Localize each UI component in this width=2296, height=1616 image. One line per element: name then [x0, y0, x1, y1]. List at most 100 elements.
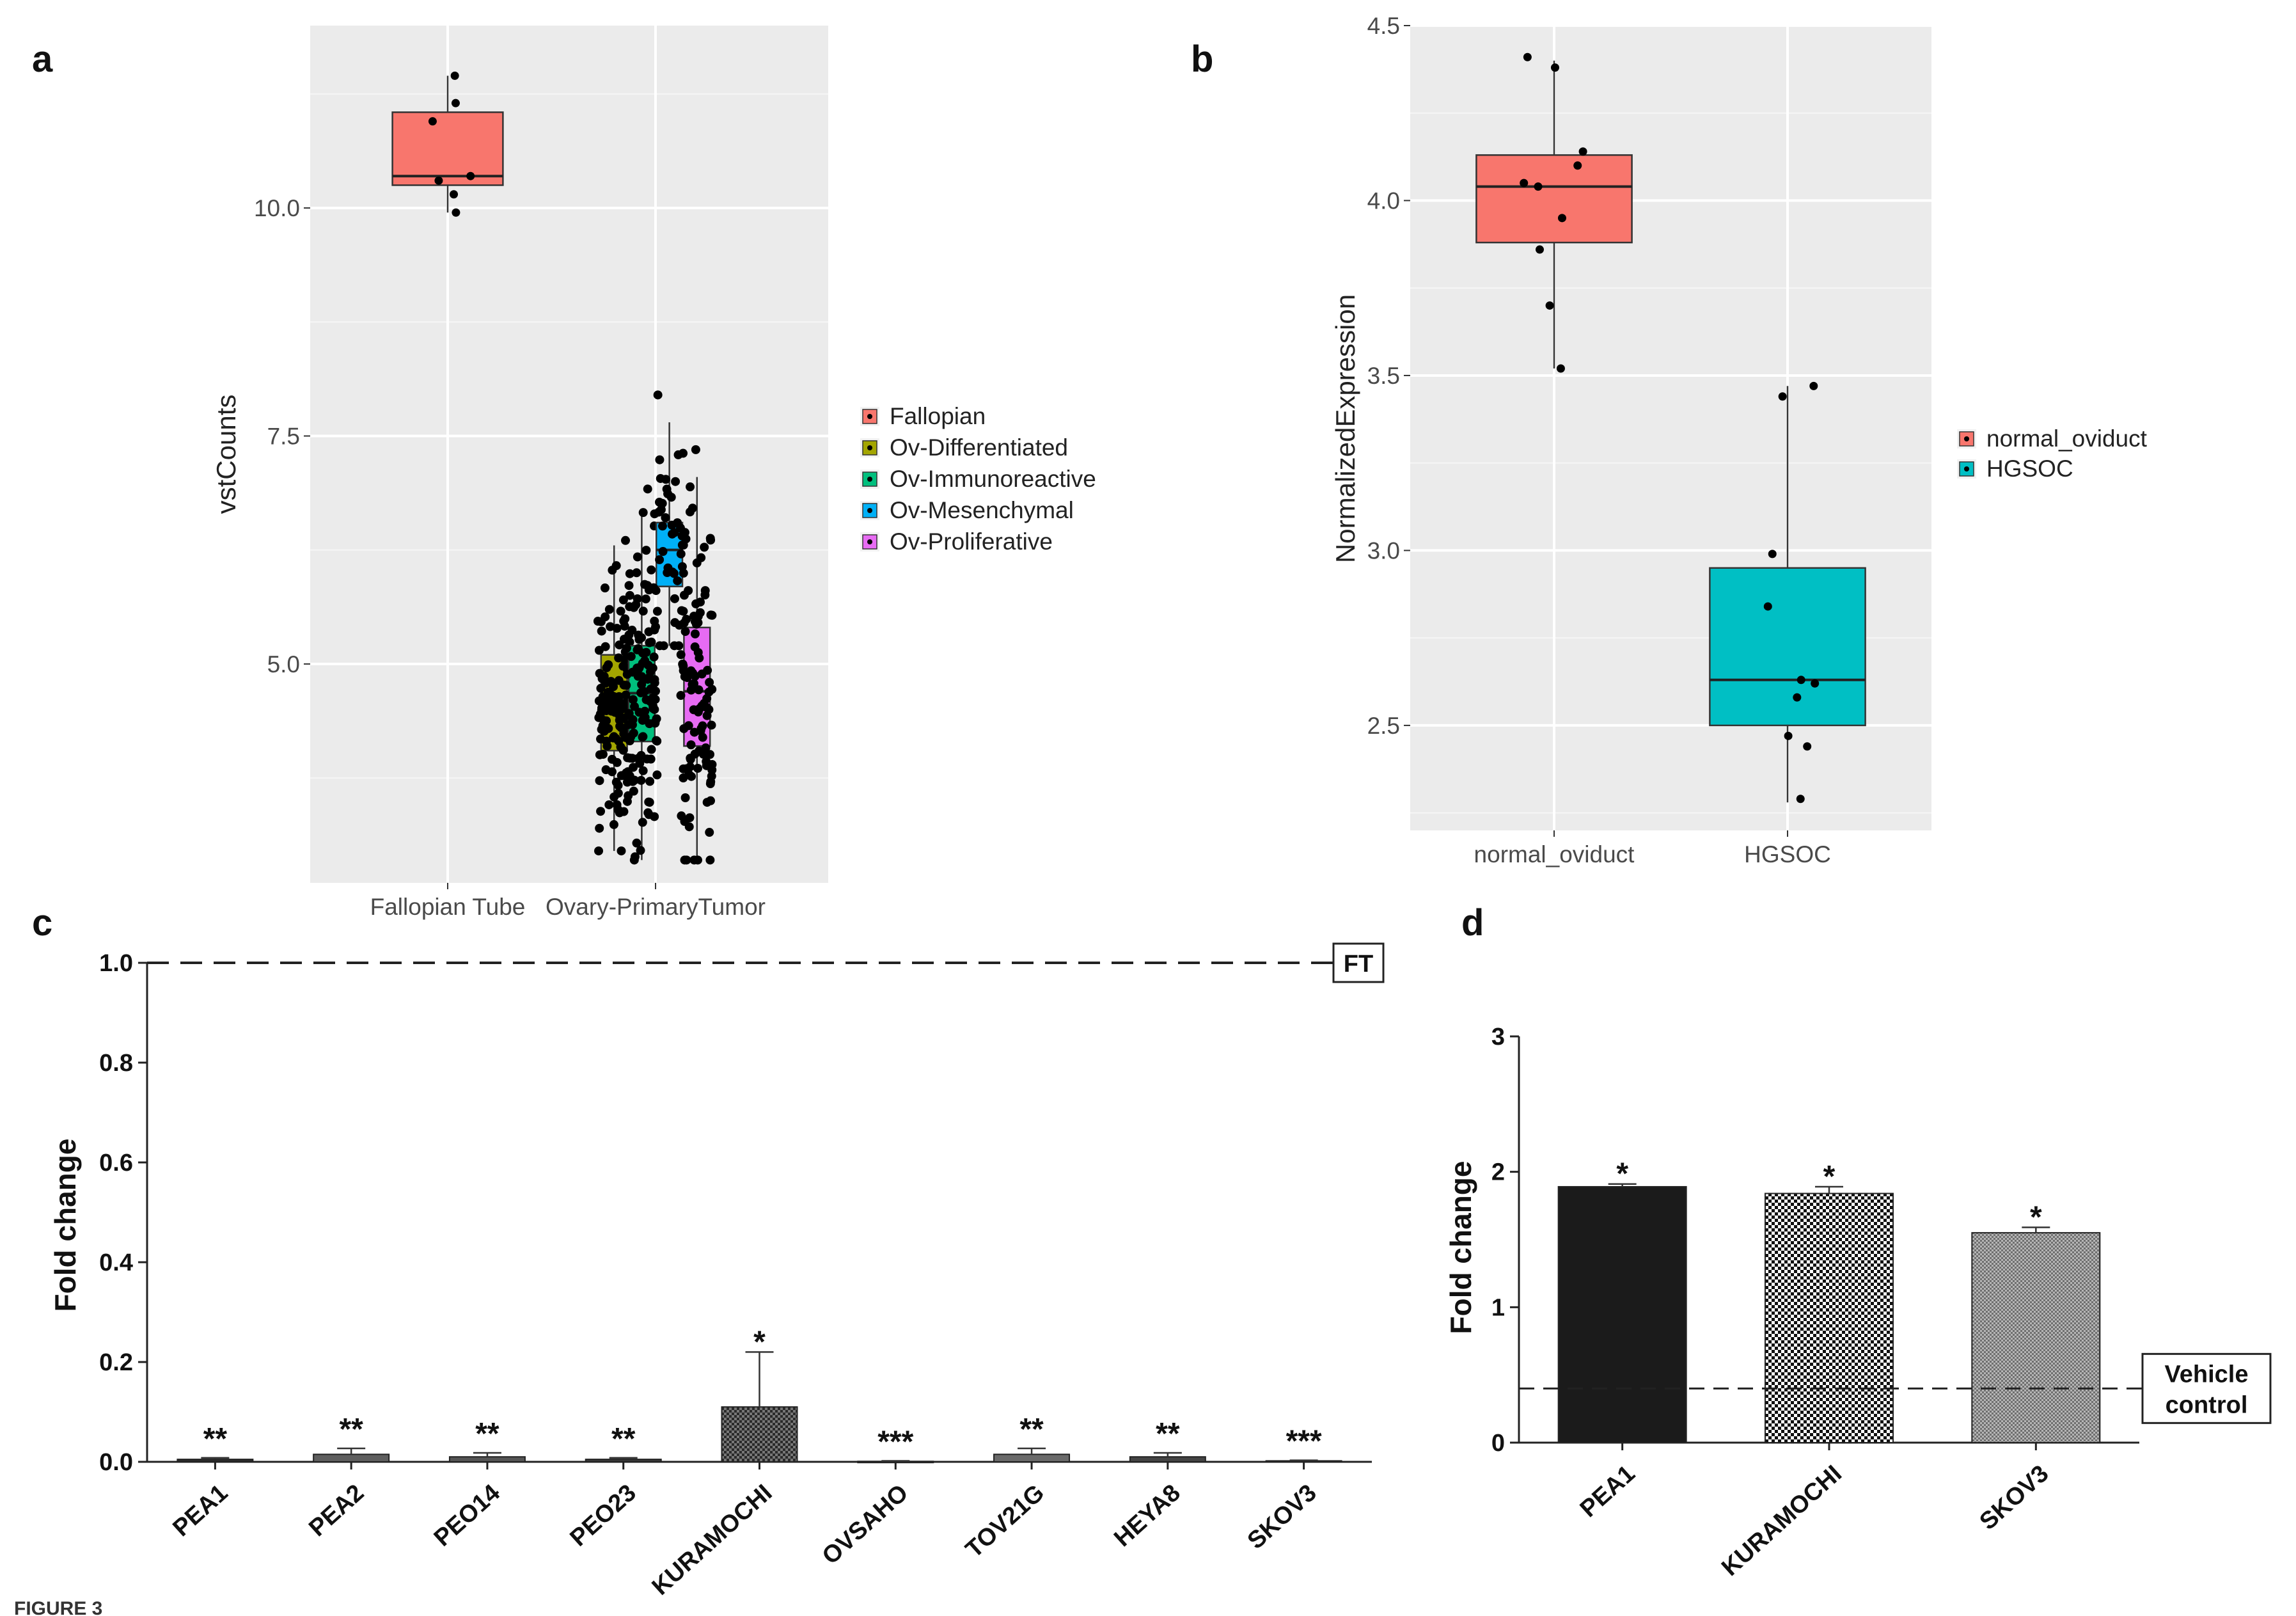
- a-data-point: [619, 616, 629, 626]
- a-data-point: [617, 846, 626, 856]
- a-y-tick-label: 7.5: [267, 423, 300, 449]
- a-data-point: [702, 798, 712, 807]
- c-bar: [448, 1456, 526, 1462]
- a-data-point: [638, 732, 648, 741]
- a-data-point: [612, 800, 622, 809]
- a-data-point: [677, 811, 686, 821]
- legend-label: Ov-Immunoreactive: [890, 466, 1096, 492]
- a-data-point: [698, 749, 708, 759]
- a-data-point: [434, 176, 443, 185]
- c-bar-peo23: **: [585, 1422, 662, 1463]
- b-data-point: [1534, 182, 1543, 191]
- a-data-point: [702, 693, 712, 703]
- a-data-point: [596, 617, 606, 626]
- a-data-point: [609, 820, 618, 829]
- panel-c-y-axis-title: Fold change: [49, 1139, 82, 1312]
- a-data-point: [694, 685, 704, 695]
- b-x-tick-label: normal_oviduct: [1474, 841, 1635, 867]
- a-data-point: [638, 606, 648, 616]
- a-data-point: [638, 715, 647, 725]
- panel-a-plot-background: [310, 26, 828, 883]
- panel-a-boxes: [391, 71, 717, 865]
- legend-label: Ov-Mesenchymal: [890, 497, 1074, 523]
- a-data-point: [668, 567, 677, 577]
- a-data-point: [601, 642, 610, 651]
- a-data-point: [595, 823, 604, 833]
- a-data-point: [686, 754, 695, 764]
- box-iqr: [391, 111, 504, 186]
- a-data-point: [707, 759, 717, 769]
- a-data-point: [650, 717, 660, 727]
- a-data-point: [693, 763, 703, 773]
- panel-b-letter: b: [1191, 38, 1213, 80]
- b-data-point: [1573, 161, 1582, 170]
- panel-d-y-ticks: 0 1 2 3: [1491, 1024, 1519, 1457]
- a-data-point: [686, 740, 696, 750]
- a-data-point: [684, 721, 693, 731]
- a-data-point: [614, 653, 624, 663]
- a-data-point: [679, 764, 688, 773]
- a-data-point: [680, 672, 689, 681]
- legend-label: Ov-Proliferative: [890, 528, 1053, 555]
- c-bar: [585, 1459, 662, 1463]
- panel-b-y-ticks: 2.5 3.0 3.5 4.0 4.5: [1367, 13, 1410, 739]
- a-data-point: [595, 709, 605, 719]
- a-data-point: [691, 599, 701, 608]
- b-box-normal-oviduct: [1475, 52, 1633, 373]
- a-data-point: [616, 606, 625, 616]
- a-data-point: [633, 552, 642, 562]
- a-legend-item: Fallopian: [860, 403, 986, 429]
- a-data-point: [594, 846, 604, 856]
- a-data-point: [615, 640, 624, 650]
- a-data-point: [613, 788, 623, 798]
- a-data-point: [686, 666, 696, 676]
- a-data-point: [647, 637, 656, 647]
- d-y-tick-label: 0: [1491, 1430, 1505, 1457]
- c-bar-ovsaho: ***: [857, 1425, 934, 1464]
- a-data-point: [657, 498, 667, 508]
- c-bar: [721, 1406, 798, 1462]
- d-bar-skov3: *: [1971, 1200, 2101, 1443]
- figure-label: FIGURE 3: [14, 1598, 102, 1616]
- box-iqr: [1709, 567, 1866, 727]
- a-data-point: [656, 473, 665, 483]
- legend-label: Ov-Differentiated: [890, 434, 1068, 461]
- a-data-point: [638, 766, 648, 775]
- a-data-point: [707, 685, 717, 694]
- a-data-point: [624, 630, 634, 640]
- a-data-point: [611, 777, 621, 787]
- panel-b-x-ticks: normal_oviduct HGSOC: [1474, 830, 1831, 867]
- b-data-point: [1557, 214, 1566, 223]
- a-data-point: [650, 616, 659, 626]
- a-data-point: [679, 661, 688, 671]
- c-reference-label-box: [1332, 942, 1385, 983]
- a-data-point: [650, 686, 660, 696]
- a-data-point: [705, 828, 714, 837]
- c-significance-label: ***: [1286, 1425, 1322, 1459]
- a-data-point: [637, 672, 647, 681]
- a-data-point: [644, 810, 654, 820]
- a-data-point: [596, 807, 606, 816]
- a-data-point: [640, 656, 650, 665]
- a-data-point: [647, 745, 656, 754]
- a-x-tick-label: Ovary-PrimaryTumor: [546, 894, 766, 920]
- legend-key-dot: [867, 414, 872, 419]
- c-y-tick-label: 0.2: [99, 1349, 133, 1376]
- a-data-point: [655, 555, 664, 564]
- a-box-fallopian: [391, 71, 504, 217]
- c-x-tick-label: TOV21G: [961, 1479, 1050, 1563]
- a-data-point: [670, 528, 679, 537]
- a-data-point: [657, 521, 667, 531]
- b-y-tick-label: 3.5: [1367, 363, 1400, 389]
- panel-c: c 0.00.20.40.60.81.0 ** ** ** ****** ** ** ***…: [32, 902, 1385, 1601]
- c-significance-label: **: [203, 1422, 228, 1456]
- b-data-point: [1556, 364, 1565, 373]
- c-y-tick-label: 0.6: [99, 1150, 133, 1176]
- b-data-point: [1778, 392, 1787, 401]
- a-data-point: [706, 535, 716, 545]
- a-data-point: [676, 549, 686, 558]
- a-data-point: [628, 695, 638, 704]
- a-data-point: [700, 586, 710, 596]
- b-y-tick-label: 4.0: [1367, 187, 1400, 214]
- a-data-point: [706, 610, 716, 620]
